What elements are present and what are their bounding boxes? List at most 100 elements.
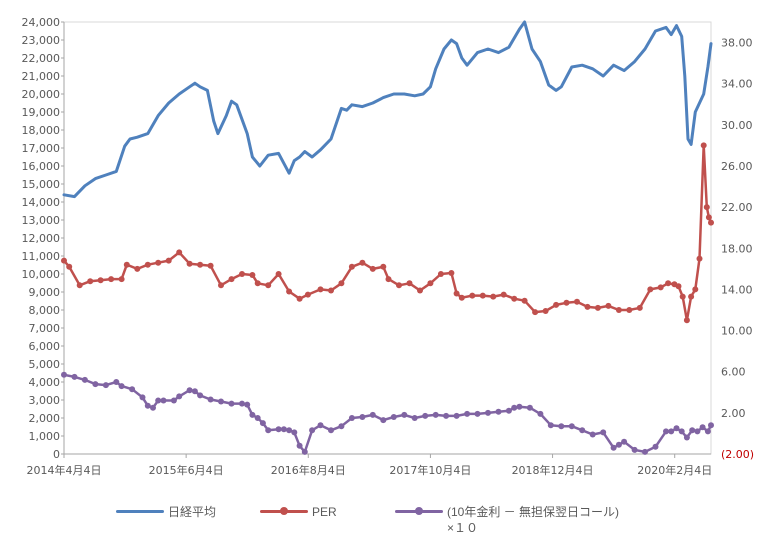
y-left-tick-label: 10,000 <box>22 268 61 281</box>
series-point-2 <box>160 397 167 404</box>
legend-label-2: (10年金利 － 無担保翌日コール) ×１０ <box>447 505 620 535</box>
series-point-1 <box>155 259 162 266</box>
y-left-tick-label: 12,000 <box>22 232 61 245</box>
y-left-tick-label: 22,000 <box>22 52 61 65</box>
y-left-tick-label: 4,000 <box>29 376 61 389</box>
series-point-2 <box>683 434 690 441</box>
series-point-2 <box>568 423 575 430</box>
y-right-tick-label: 26.00 <box>721 160 753 173</box>
series-point-2 <box>432 411 439 418</box>
series-point-1 <box>275 271 282 277</box>
y-left-tick-label: 14,000 <box>22 196 61 209</box>
series-point-1 <box>134 265 141 272</box>
series-point-1 <box>176 249 183 256</box>
series-point-1 <box>584 303 591 310</box>
y-left-tick-label: 6,000 <box>29 340 61 353</box>
series-point-1 <box>448 270 455 276</box>
series-point-1 <box>406 280 413 287</box>
x-tick-label: 2017年10月4日 <box>389 463 471 477</box>
series-point-1 <box>542 308 549 314</box>
series-point-1 <box>265 282 272 289</box>
x-tick-label: 2015年6月4日 <box>149 463 224 477</box>
y-left-tick-label: 18,000 <box>22 124 61 137</box>
series-point-2 <box>296 442 303 449</box>
series-point-1 <box>76 282 83 289</box>
series-point-2 <box>453 412 460 419</box>
y-right-tick-label: 38.00 <box>721 37 753 50</box>
series-point-2 <box>286 427 293 434</box>
series-point-2 <box>411 415 418 421</box>
series-point-2 <box>610 444 617 451</box>
series-point-2 <box>474 410 481 417</box>
legend-item-1: PER <box>260 504 337 520</box>
series-point-1 <box>380 263 387 270</box>
series-point-2 <box>663 428 669 435</box>
series-point-1 <box>249 272 256 278</box>
series-point-1 <box>703 204 710 211</box>
series-point-1 <box>521 297 528 304</box>
series-point-2 <box>176 393 183 400</box>
series-point-2 <box>422 412 429 419</box>
legend-label-0: 日経平均 <box>168 505 217 519</box>
series-point-1 <box>186 260 193 267</box>
series-point-1 <box>304 291 311 298</box>
series-point-2 <box>150 404 156 411</box>
series-line-2 <box>62 373 713 454</box>
series-point-2 <box>537 410 544 417</box>
series-point-2 <box>485 409 491 416</box>
series-point-2 <box>144 402 151 409</box>
series-point-2 <box>275 426 282 433</box>
axes: 0 1,000 2,000 3,000 4,000 5,000 6,000 7,000 8,00… <box>22 16 755 477</box>
series-point-1 <box>123 261 130 268</box>
series-point-2 <box>113 379 120 385</box>
series-point-1 <box>563 299 570 306</box>
y-right-tick-label: 2.00 <box>721 407 746 420</box>
series-point-2 <box>317 422 324 429</box>
series-point-2 <box>505 407 512 414</box>
y-left-tick-label: 20,000 <box>22 88 61 101</box>
series-point-2 <box>621 438 628 445</box>
y-left-tick-label: 15,000 <box>22 178 61 191</box>
series-point-2 <box>249 411 256 418</box>
series-point-2 <box>443 412 450 419</box>
series-point-2 <box>186 387 193 394</box>
series-point-2 <box>254 415 261 421</box>
y-left-tick-label: 7,000 <box>29 322 61 335</box>
series-point-1 <box>700 142 707 149</box>
series-point-2 <box>547 422 554 429</box>
series-point-2 <box>92 381 99 388</box>
series-point-2 <box>380 417 387 424</box>
series-point-1 <box>165 257 172 264</box>
series-point-2 <box>668 428 675 435</box>
series-line-1 <box>62 144 713 322</box>
series-point-1 <box>683 317 690 324</box>
series-point-2 <box>631 446 638 453</box>
series-point-2 <box>673 425 680 432</box>
series-point-2 <box>699 424 706 431</box>
series-point-1 <box>692 286 699 293</box>
series-point-1 <box>317 286 324 293</box>
y-right-tick-label: 18.00 <box>721 242 753 255</box>
series-point-1 <box>369 265 376 272</box>
series-point-2 <box>464 410 471 417</box>
y-left-tick-label: 23,000 <box>22 34 61 47</box>
y-left-tick-label: 16,000 <box>22 160 61 173</box>
series-point-2 <box>309 427 316 434</box>
series-point-2 <box>102 382 109 389</box>
series-point-2 <box>600 429 607 436</box>
series-point-1 <box>218 282 224 289</box>
series-point-2 <box>338 423 345 430</box>
y-left-tick-label: 0 <box>53 448 60 461</box>
series-point-2 <box>207 396 214 403</box>
series-point-1 <box>207 262 214 269</box>
series-point-2 <box>359 414 366 420</box>
series-point-1 <box>636 304 643 311</box>
y-left-tick-label: 19,000 <box>22 106 61 119</box>
series-point-2 <box>589 431 596 438</box>
series-point-1 <box>688 293 695 300</box>
legend-swatch-1 <box>260 504 308 518</box>
series-point-1 <box>490 293 497 300</box>
series-point-2 <box>390 414 397 420</box>
series-point-1 <box>239 271 245 277</box>
series-point-1 <box>228 276 235 283</box>
